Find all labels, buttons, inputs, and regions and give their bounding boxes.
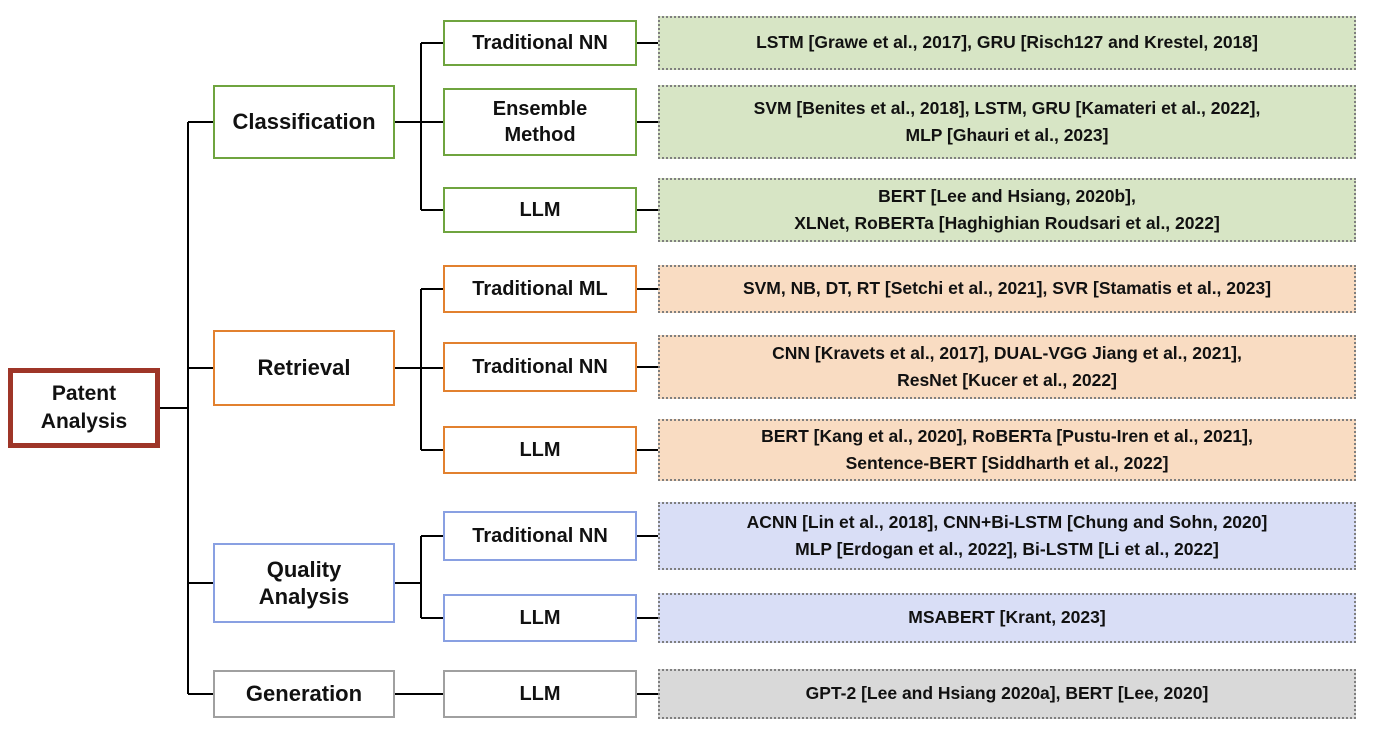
leaf-node-classification-ensemble-papers: SVM [Benites et al., 2018], LSTM, GRU [K… bbox=[658, 85, 1356, 159]
leaf-node-classification-traditional-nn-papers: LSTM [Grawe et al., 2017], GRU [Risch127… bbox=[658, 16, 1356, 70]
method-node-retrieval-traditional-nn: Traditional NN bbox=[443, 342, 637, 392]
branch-node-quality-analysis: Quality Analysis bbox=[213, 543, 395, 623]
method-node-classification-ensemble-method: Ensemble Method bbox=[443, 88, 637, 156]
method-node-quality-traditional-nn: Traditional NN bbox=[443, 511, 637, 561]
leaf-node-retrieval-llm-papers: BERT [Kang et al., 2020], RoBERTa [Pustu… bbox=[658, 419, 1356, 481]
leaf-node-retrieval-traditional-nn-papers: CNN [Kravets et al., 2017], DUAL-VGG Jia… bbox=[658, 335, 1356, 399]
leaf-node-classification-llm-papers: BERT [Lee and Hsiang, 2020b], XLNet, RoB… bbox=[658, 178, 1356, 242]
branch-node-classification: Classification bbox=[213, 85, 395, 159]
method-node-classification-llm: LLM bbox=[443, 187, 637, 233]
method-node-retrieval-traditional-ml: Traditional ML bbox=[443, 265, 637, 313]
method-node-classification-traditional-nn: Traditional NN bbox=[443, 20, 637, 66]
leaf-node-quality-llm-papers: MSABERT [Krant, 2023] bbox=[658, 593, 1356, 643]
leaf-node-generation-llm-papers: GPT-2 [Lee and Hsiang 2020a], BERT [Lee,… bbox=[658, 669, 1356, 719]
method-node-generation-llm: LLM bbox=[443, 670, 637, 718]
leaf-node-quality-traditional-nn-papers: ACNN [Lin et al., 2018], CNN+Bi-LSTM [Ch… bbox=[658, 502, 1356, 570]
method-node-retrieval-llm: LLM bbox=[443, 426, 637, 474]
branch-node-retrieval: Retrieval bbox=[213, 330, 395, 406]
root-node-patent-analysis: Patent Analysis bbox=[8, 368, 160, 448]
leaf-node-retrieval-traditional-ml-papers: SVM, NB, DT, RT [Setchi et al., 2021], S… bbox=[658, 265, 1356, 313]
branch-node-generation: Generation bbox=[213, 670, 395, 718]
method-node-quality-llm: LLM bbox=[443, 594, 637, 642]
